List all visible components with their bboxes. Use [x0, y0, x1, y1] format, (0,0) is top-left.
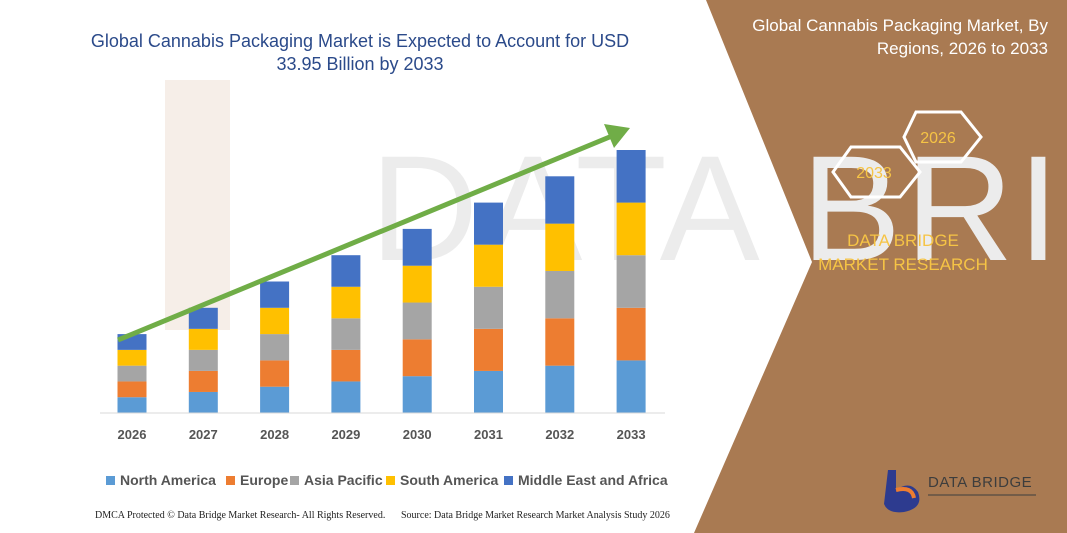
bar-segment	[331, 286, 361, 319]
chart-title: Global Cannabis Packaging Market is Expe…	[90, 31, 630, 74]
trend-arrow	[117, 124, 630, 343]
bar-segment	[474, 286, 503, 329]
legend-swatch	[106, 475, 115, 485]
x-tick-label: 2028	[260, 427, 289, 442]
bar-segment	[260, 307, 290, 335]
legend-swatch	[386, 475, 395, 485]
legend-swatch	[290, 475, 299, 485]
bar-segment	[545, 365, 575, 413]
bar-segment	[474, 370, 503, 413]
panel-title: Global Cannabis Packaging Market, By Reg…	[752, 16, 1048, 58]
bar-segment	[474, 328, 503, 371]
bar-segment	[616, 255, 646, 308]
bar-segment	[260, 360, 290, 387]
bar-segment	[331, 318, 361, 350]
bar-segment	[331, 349, 361, 382]
bar-segment	[474, 244, 503, 287]
bar-segment	[188, 349, 218, 371]
bar-segment	[474, 202, 503, 245]
bar-segment	[545, 176, 575, 224]
x-tick-label: 2030	[403, 427, 432, 442]
bar-segment	[616, 202, 646, 256]
bar-segment	[117, 381, 147, 398]
hex-label-2033: 2033	[856, 165, 892, 182]
bar-segment	[117, 397, 147, 413]
x-tick-label: 2033	[617, 427, 646, 442]
logo-name: DATA BRIDGE	[928, 474, 1033, 491]
legend-label: Europe	[240, 472, 289, 488]
bar-segment	[545, 223, 575, 271]
brand-text: DATA BRIDGE MARKET RESEARCH	[818, 231, 988, 274]
x-tick-label: 2027	[189, 427, 218, 442]
x-tick-label: 2026	[118, 427, 147, 442]
bar-segment	[616, 307, 646, 361]
bar-segment	[402, 376, 432, 413]
hex-label-2026: 2026	[920, 130, 956, 147]
trend-arrow-head-icon	[604, 124, 630, 148]
bar-segment	[188, 370, 218, 392]
legend-label: South America	[400, 472, 499, 488]
bar-segment	[188, 307, 218, 329]
hexagon-2033-icon	[831, 145, 922, 199]
x-tick-label: 2029	[331, 427, 360, 442]
chart-legend: North America Europe Asia Pacific South Ame…	[0, 472, 1067, 492]
bar-segment	[616, 150, 646, 203]
legend-item: South America	[386, 472, 498, 488]
bar-segment	[331, 255, 361, 287]
legend-item: North America	[106, 472, 216, 488]
bar-segment	[260, 334, 290, 361]
legend-swatch	[226, 475, 235, 485]
panel-background	[694, 0, 1067, 533]
legend-item: Europe	[226, 472, 288, 488]
bar-segment	[260, 386, 290, 413]
bar-segment	[402, 265, 432, 303]
legend-label: Asia Pacific	[304, 472, 383, 488]
bar-segment	[117, 349, 147, 366]
data-bridge-logo-icon	[884, 470, 920, 513]
bars-group	[117, 150, 646, 413]
logo-underline	[928, 494, 1036, 498]
watermark-logo-icon	[165, 80, 230, 330]
bar-segment	[402, 302, 432, 340]
x-tick-label: 2031	[474, 427, 503, 442]
legend-swatch	[504, 475, 513, 485]
legend-label: North America	[120, 472, 216, 488]
x-tick-label: 2032	[545, 427, 574, 442]
bar-segment	[188, 391, 218, 413]
bar-segment	[616, 360, 646, 413]
bar-segment	[545, 318, 575, 366]
legend-item: Asia Pacific	[290, 472, 383, 488]
footer-source: Source: Data Bridge Market Research Mark…	[401, 510, 670, 521]
bar-segment	[331, 381, 361, 413]
bar-segment	[260, 281, 290, 308]
footer-copyright: DMCA Protected © Data Bridge Market Rese…	[95, 510, 386, 521]
legend-item: Middle East and Africa	[504, 472, 668, 488]
bar-segment	[545, 270, 575, 319]
legend-label: Middle East and Africa	[518, 472, 668, 488]
bar-segment	[402, 339, 432, 377]
bar-segment	[188, 328, 218, 350]
bar-segment	[117, 365, 147, 382]
hexagon-2026-icon	[902, 110, 983, 164]
x-tick-labels: 2026 2027 2028 2029 2030 2031 2032 2033	[118, 427, 646, 442]
bar-segment	[402, 228, 432, 266]
